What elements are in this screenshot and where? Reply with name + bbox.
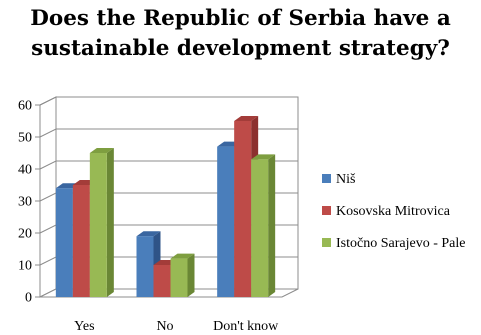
bar-top [251, 154, 276, 160]
legend: Niš Kosovska Mitrovica Istočno Sarajevo - … [322, 172, 465, 251]
x-axis-ticks: Yes No Don't know [74, 319, 279, 334]
legend-label: Kosovska Mitrovica [336, 204, 451, 219]
y-tick-label: 40 [18, 163, 32, 178]
bar-top [234, 116, 259, 121]
bar [251, 154, 276, 297]
x-tick-label: No [156, 319, 173, 334]
gridline [39, 96, 298, 106]
legend-item: Kosovska Mitrovica [322, 204, 451, 219]
y-tick-label: 10 [18, 259, 32, 274]
y-tick-label: 60 [18, 99, 32, 114]
y-tick-label: 20 [18, 227, 32, 242]
legend-label: Niš [336, 172, 356, 187]
bar-front [89, 153, 107, 297]
bar-front [72, 185, 90, 297]
x-tick-label: Don't know [213, 319, 279, 334]
legend-swatch [322, 206, 331, 215]
y-tick-label: 0 [25, 291, 32, 306]
bar-side [187, 253, 195, 297]
bar-top [89, 148, 114, 153]
x-tick-label: Yes [74, 319, 94, 334]
bar-top [136, 231, 161, 237]
legend-swatch [322, 238, 331, 247]
chart-title: Does the Republic of Serbia have a susta… [0, 4, 481, 64]
bar-front [217, 146, 235, 297]
bar-side [106, 148, 114, 297]
chart-title-line-2: sustainable development strategy? [31, 36, 450, 61]
y-tick-label: 30 [18, 195, 32, 210]
legend-item: Istočno Sarajevo - Pale [322, 236, 465, 251]
legend-item: Niš [322, 172, 356, 187]
bar-front [170, 258, 188, 297]
bar-front [55, 188, 73, 297]
chart-title-line-1: Does the Republic of Serbia have a [30, 6, 451, 31]
gridline [39, 128, 298, 138]
bar-top [170, 253, 195, 259]
y-tick-label: 50 [18, 131, 32, 146]
bar-series [55, 116, 276, 297]
bar-front [136, 236, 154, 297]
bar-front [251, 159, 269, 297]
bar-side [268, 154, 276, 297]
bar [170, 253, 195, 297]
bar-front [234, 121, 252, 297]
bar-front [153, 265, 171, 297]
bar [89, 148, 114, 297]
legend-label: Istočno Sarajevo - Pale [336, 236, 465, 251]
legend-swatch [322, 174, 331, 183]
